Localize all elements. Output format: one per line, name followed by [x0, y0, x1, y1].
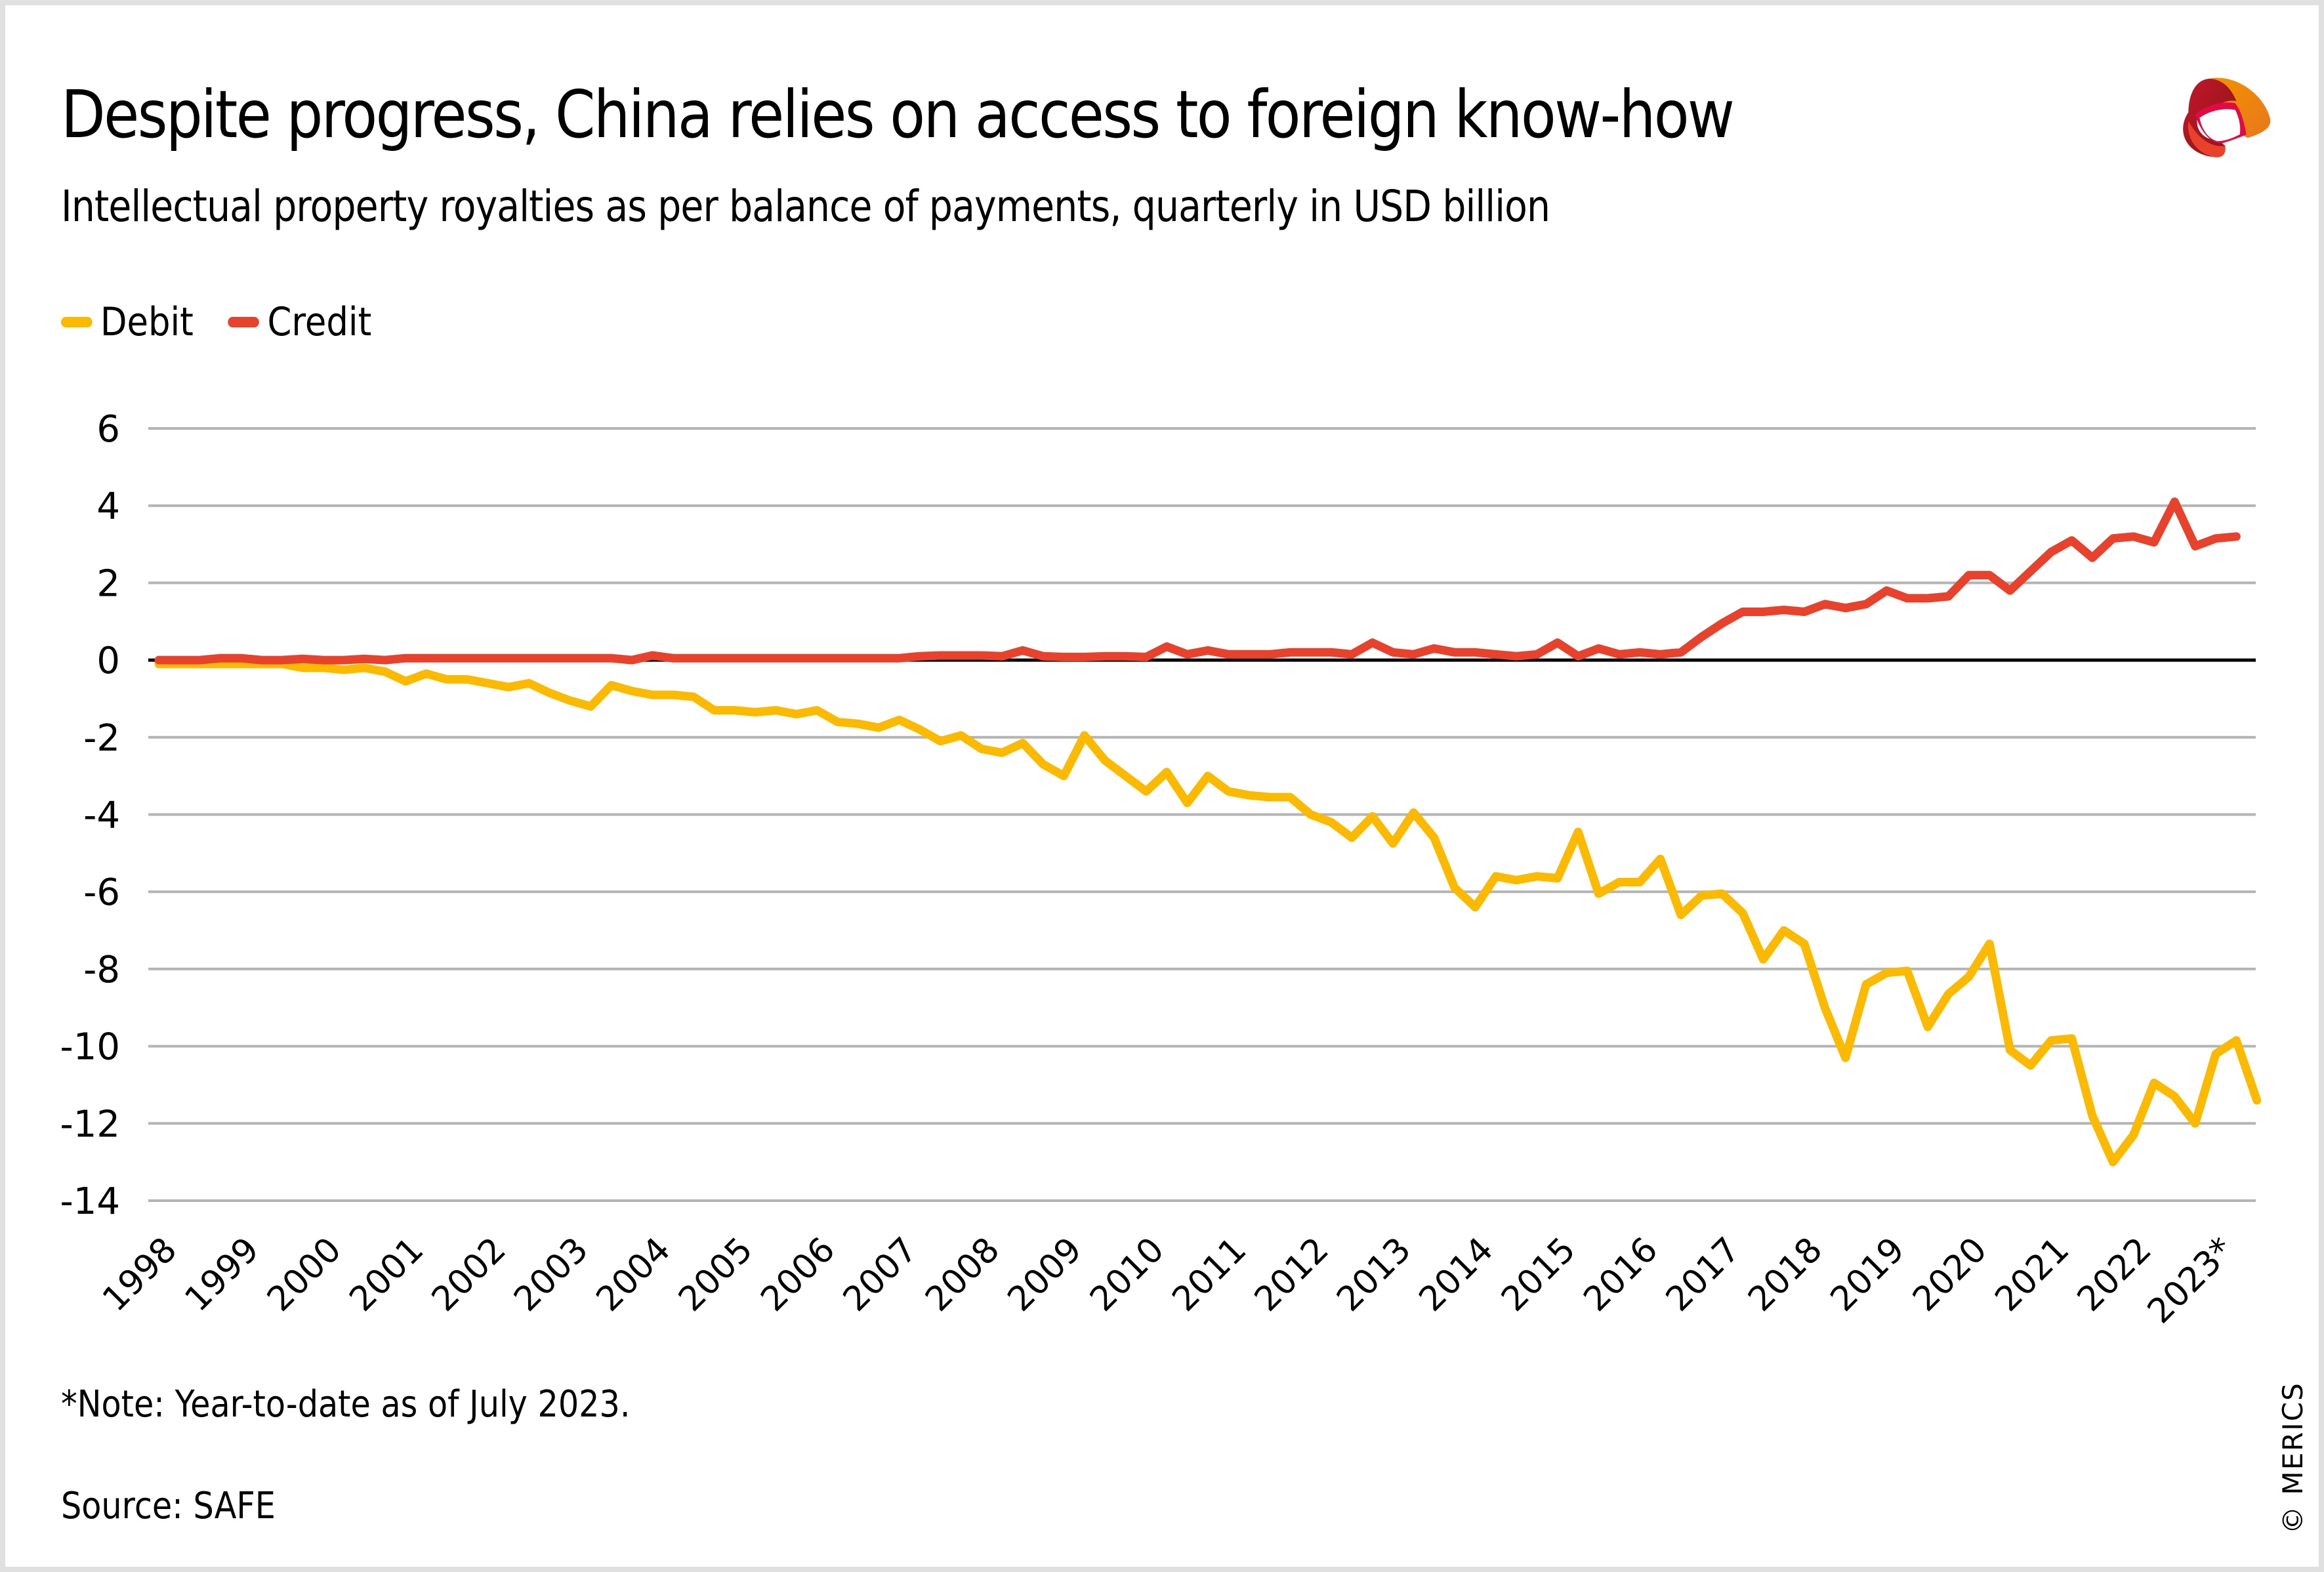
x-axis-ticks: 1998199920002001200220032004200520062007…: [95, 1230, 2241, 1331]
x-tick-label: 2021: [1987, 1230, 2077, 1319]
legend-item-credit[interactable]: Credit: [228, 299, 372, 345]
legend-swatch-credit: [228, 317, 260, 327]
x-tick-label: 2006: [753, 1230, 842, 1319]
copyright: © MERICS: [2277, 1382, 2309, 1534]
x-tick-label: 2014: [1412, 1230, 1501, 1319]
x-tick-label: 2008: [918, 1230, 1007, 1319]
chart-subtitle: Intellectual property royalties as per b…: [61, 181, 1550, 232]
gridlines: [148, 427, 2256, 1202]
y-tick-label: -10: [60, 1026, 120, 1069]
y-tick-label: 6: [96, 408, 120, 451]
x-tick-label: 2003: [507, 1230, 596, 1319]
y-tick-label: 2: [96, 562, 120, 605]
y-tick-label: -2: [83, 717, 120, 760]
legend: Debit Credit: [61, 299, 371, 345]
x-tick-label: 2020: [1905, 1230, 1995, 1319]
x-tick-label: 2010: [1083, 1230, 1172, 1319]
footnote: *Note: Year-to-date as of July 2023.: [61, 1383, 631, 1426]
x-tick-label: 2023*: [2140, 1230, 2241, 1331]
y-tick-label: -12: [60, 1103, 120, 1146]
y-tick-label: -14: [60, 1180, 120, 1223]
legend-item-debit[interactable]: Debit: [61, 299, 194, 345]
chart-card: Despite progress, China relies on access…: [5, 5, 2319, 1567]
series-line-debit: [154, 659, 2262, 1167]
x-tick-label: 2004: [589, 1230, 678, 1319]
y-tick-label: -8: [83, 949, 120, 991]
x-tick-label: 2018: [1741, 1230, 1830, 1319]
merics-logo-icon: [2183, 77, 2271, 157]
y-tick-label: -6: [83, 871, 120, 914]
x-tick-label: 2012: [1247, 1230, 1337, 1319]
series-line-credit: [154, 497, 2241, 665]
source-note: Source: SAFE: [61, 1485, 276, 1527]
chart-title: Despite progress, China relies on access…: [61, 76, 1735, 153]
y-tick-label: 4: [96, 486, 120, 528]
x-tick-label: 2002: [425, 1230, 514, 1319]
legend-label-credit: Credit: [267, 299, 372, 345]
x-tick-label: 2001: [342, 1230, 431, 1319]
x-tick-label: 2000: [260, 1230, 349, 1319]
x-tick-label: 1999: [178, 1230, 267, 1319]
x-tick-label: 2016: [1576, 1230, 1665, 1319]
series-lines: [154, 497, 2262, 1167]
x-tick-label: 2007: [836, 1230, 925, 1319]
x-tick-label: 2019: [1823, 1230, 1913, 1319]
legend-label-debit: Debit: [100, 299, 194, 345]
y-tick-label: -4: [83, 795, 120, 837]
x-tick-label: 2013: [1329, 1230, 1419, 1319]
y-axis-ticks: 6 4 2 0 -2 -4 -6 -8 -10 -12 -14: [60, 408, 120, 1223]
x-tick-label: 2015: [1494, 1230, 1583, 1319]
x-tick-label: 2017: [1659, 1230, 1748, 1319]
x-tick-label: 2005: [671, 1230, 760, 1319]
y-tick-label: 0: [96, 640, 120, 682]
x-tick-label: 2009: [1001, 1230, 1090, 1319]
legend-swatch-debit: [61, 317, 93, 327]
x-tick-label: 1998: [95, 1230, 184, 1319]
x-tick-label: 2011: [1165, 1230, 1254, 1319]
